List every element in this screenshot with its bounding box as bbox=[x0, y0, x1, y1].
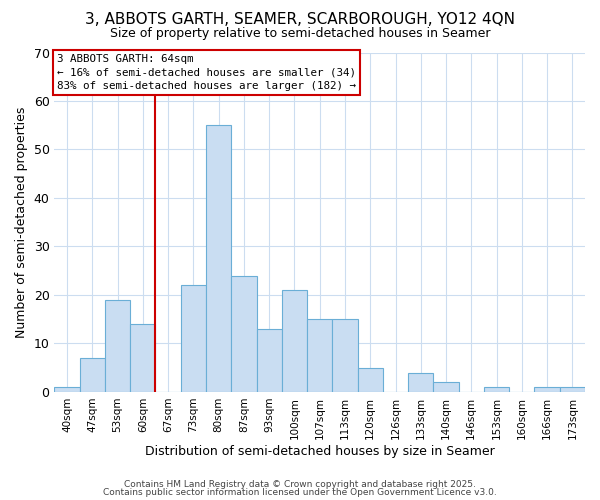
Y-axis label: Number of semi-detached properties: Number of semi-detached properties bbox=[15, 106, 28, 338]
Bar bbox=[358, 368, 383, 392]
Bar bbox=[231, 276, 257, 392]
Text: Contains public sector information licensed under the Open Government Licence v3: Contains public sector information licen… bbox=[103, 488, 497, 497]
Bar bbox=[181, 286, 206, 392]
Text: Contains HM Land Registry data © Crown copyright and database right 2025.: Contains HM Land Registry data © Crown c… bbox=[124, 480, 476, 489]
Bar bbox=[257, 329, 282, 392]
Bar bbox=[55, 387, 80, 392]
Bar bbox=[535, 387, 560, 392]
Bar bbox=[307, 319, 332, 392]
Bar bbox=[130, 324, 155, 392]
Bar bbox=[80, 358, 105, 392]
Bar bbox=[332, 319, 358, 392]
Bar bbox=[484, 387, 509, 392]
Bar bbox=[408, 372, 433, 392]
X-axis label: Distribution of semi-detached houses by size in Seamer: Distribution of semi-detached houses by … bbox=[145, 444, 494, 458]
Bar bbox=[282, 290, 307, 392]
Bar bbox=[560, 387, 585, 392]
Bar bbox=[105, 300, 130, 392]
Text: 3, ABBOTS GARTH, SEAMER, SCARBOROUGH, YO12 4QN: 3, ABBOTS GARTH, SEAMER, SCARBOROUGH, YO… bbox=[85, 12, 515, 28]
Text: 3 ABBOTS GARTH: 64sqm
← 16% of semi-detached houses are smaller (34)
83% of semi: 3 ABBOTS GARTH: 64sqm ← 16% of semi-deta… bbox=[57, 54, 356, 90]
Text: Size of property relative to semi-detached houses in Seamer: Size of property relative to semi-detach… bbox=[110, 28, 490, 40]
Bar bbox=[206, 125, 231, 392]
Bar bbox=[433, 382, 458, 392]
